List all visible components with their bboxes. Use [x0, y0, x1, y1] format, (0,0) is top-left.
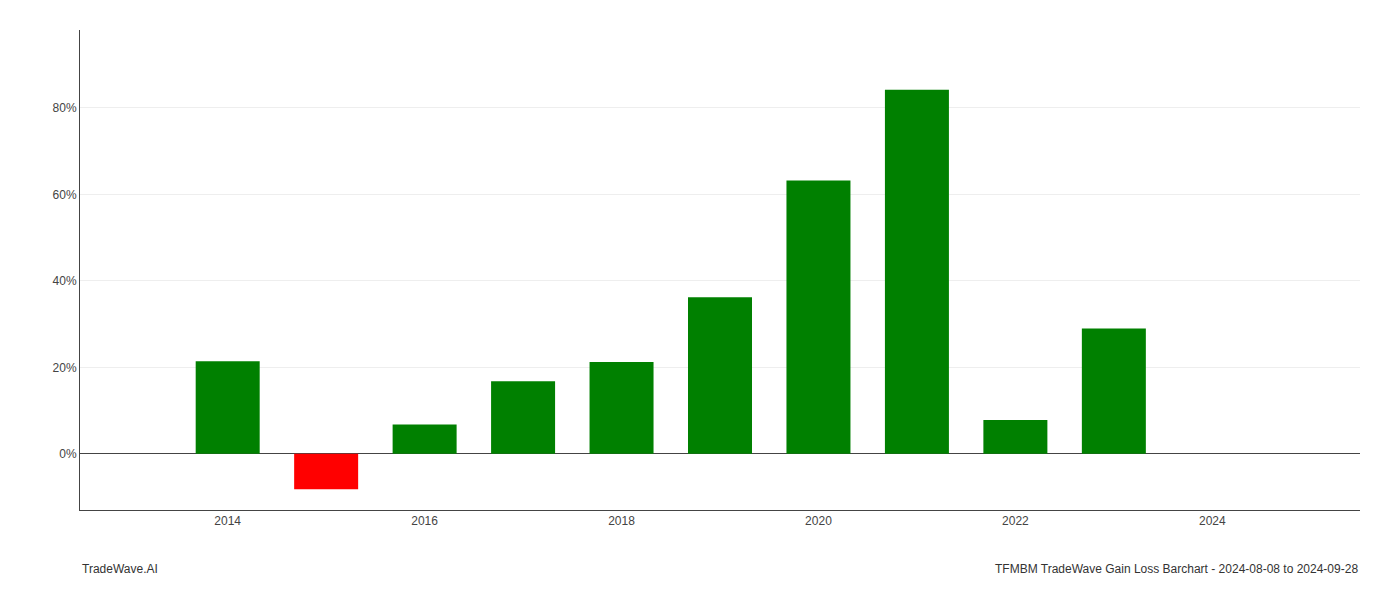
- svg-text:TFMBM TradeWave Gain Loss Barc: TFMBM TradeWave Gain Loss Barchart - 202…: [995, 562, 1358, 576]
- svg-text:80%: 80%: [53, 101, 77, 115]
- svg-text:2022: 2022: [1002, 514, 1029, 528]
- svg-text:2020: 2020: [805, 514, 832, 528]
- svg-text:2018: 2018: [608, 514, 635, 528]
- svg-text:20%: 20%: [53, 361, 77, 375]
- svg-text:TradeWave.AI: TradeWave.AI: [82, 562, 158, 576]
- svg-text:0%: 0%: [59, 447, 77, 461]
- svg-text:2016: 2016: [411, 514, 438, 528]
- svg-text:2024: 2024: [1199, 514, 1226, 528]
- svg-text:60%: 60%: [53, 188, 77, 202]
- svg-text:40%: 40%: [53, 274, 77, 288]
- svg-text:2014: 2014: [214, 514, 241, 528]
